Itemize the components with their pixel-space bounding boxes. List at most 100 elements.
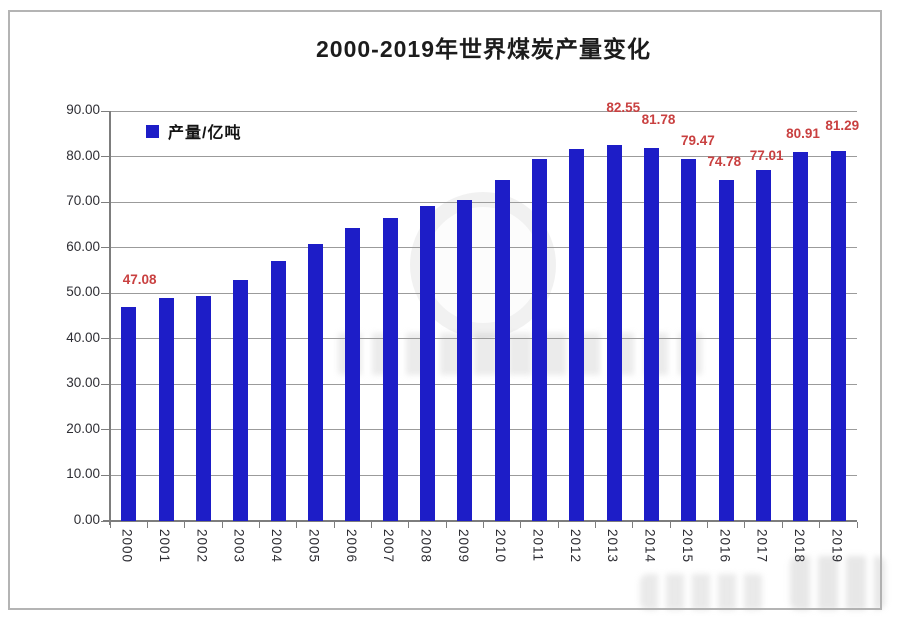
watermark-corner-blob (640, 574, 765, 610)
y-axis-tick-label: 40.00 (66, 329, 100, 345)
bar-2003 (233, 279, 249, 521)
x-axis-tick-label: 2007 (381, 529, 397, 564)
x-axis-tick-label: 2013 (605, 529, 621, 564)
gridline (110, 383, 857, 385)
bar-2016 (718, 180, 734, 521)
y-axis-tick-label: 20.00 (66, 420, 100, 436)
x-axis-tick-label: 2017 (754, 529, 770, 564)
watermark-corner-blob (790, 556, 885, 610)
y-tick-mark (101, 156, 110, 158)
x-axis-tick-label: 2005 (306, 529, 322, 564)
y-tick-mark (101, 474, 110, 476)
bar-2004 (270, 260, 286, 521)
x-tick-mark (520, 522, 522, 528)
y-axis-tick-label: 10.00 (66, 466, 100, 482)
x-tick-mark (557, 522, 559, 528)
data-label-2000: 47.08 (122, 271, 157, 287)
legend: 产量/亿吨 (146, 121, 242, 142)
x-tick-mark (744, 522, 746, 528)
x-tick-mark (296, 522, 298, 528)
bar-2010 (494, 179, 510, 521)
bar-2015 (681, 158, 697, 521)
bar-2019 (830, 150, 846, 521)
y-tick-mark (101, 201, 110, 203)
gridline (110, 201, 857, 203)
bar-2005 (307, 243, 323, 521)
bar-2017 (756, 170, 772, 521)
data-label-2017: 77.01 (749, 148, 784, 164)
x-axis-tick-label: 2014 (642, 529, 658, 564)
x-tick-mark (370, 522, 372, 528)
bar-2013 (606, 144, 622, 521)
x-axis-tick-label: 2000 (119, 529, 135, 564)
bar-2008 (419, 206, 435, 521)
bar-2000 (121, 306, 137, 521)
data-label-2014: 81.78 (641, 112, 676, 128)
data-label-2013: 82.55 (606, 99, 641, 115)
y-tick-mark (101, 110, 110, 112)
x-axis-tick-label: 2006 (343, 529, 359, 564)
x-axis-tick-label: 2009 (455, 529, 471, 564)
gridline (110, 156, 857, 158)
x-tick-mark (781, 522, 783, 528)
x-tick-mark (146, 522, 148, 528)
x-tick-mark (408, 522, 410, 528)
legend-label: 产量/亿吨 (168, 125, 242, 142)
y-axis-tick-label: 0.00 (73, 512, 100, 527)
y-tick-mark (101, 429, 110, 431)
x-axis-tick-label: 2003 (231, 529, 247, 564)
y-axis-tick-label: 80.00 (66, 147, 100, 163)
y-tick-mark (101, 292, 110, 294)
x-axis-tick-label: 2010 (493, 529, 509, 564)
data-label-2018: 80.91 (786, 126, 820, 142)
y-axis-tick-label: 90.00 (66, 102, 100, 117)
bar-2009 (457, 200, 473, 521)
y-axis-line (109, 111, 111, 525)
x-axis-line (103, 520, 857, 522)
x-tick-mark (707, 522, 709, 528)
y-tick-mark (101, 383, 110, 385)
legend-swatch-icon (146, 124, 159, 138)
x-tick-mark (819, 522, 821, 528)
x-tick-mark (258, 522, 260, 528)
gridline (110, 338, 857, 340)
y-tick-mark (101, 338, 110, 340)
data-label-2015: 79.47 (681, 132, 715, 148)
bar-2012 (569, 148, 585, 521)
x-tick-mark (333, 522, 335, 528)
x-axis-tick-label: 2008 (418, 529, 434, 564)
chart-frame (8, 10, 882, 610)
x-axis-tick-label: 2019 (829, 529, 845, 564)
bar-2011 (532, 159, 548, 521)
bar-2007 (382, 217, 398, 521)
bar-2018 (793, 152, 809, 521)
y-axis-tick-label: 60.00 (66, 238, 100, 254)
x-tick-mark (483, 522, 484, 528)
x-tick-mark (445, 522, 447, 528)
gridline (110, 429, 857, 431)
x-axis-tick-label: 2015 (679, 529, 695, 564)
y-axis-tick-label: 70.00 (66, 193, 100, 209)
chart-title: 2000-2019年世界煤炭产量变化 (316, 36, 651, 62)
x-tick-mark (632, 522, 634, 528)
x-tick-mark (109, 522, 111, 528)
x-tick-mark (184, 522, 186, 528)
x-axis-tick-label: 2016 (717, 529, 733, 564)
bar-2002 (195, 295, 211, 521)
y-axis-tick-label: 30.00 (66, 375, 100, 391)
gridline (110, 110, 857, 112)
gridline (110, 292, 857, 294)
bar-2001 (158, 298, 174, 521)
bar-2014 (644, 148, 660, 521)
gridline (110, 474, 857, 476)
x-tick-mark (595, 522, 597, 528)
bar-2006 (345, 228, 361, 521)
x-axis-tick-label: 2001 (157, 529, 173, 564)
data-label-2016: 74.78 (707, 154, 742, 170)
y-axis-tick-label: 50.00 (66, 284, 100, 300)
y-tick-mark (101, 247, 110, 249)
x-axis-tick-label: 2018 (791, 529, 807, 564)
x-axis-tick-label: 2012 (567, 529, 583, 564)
